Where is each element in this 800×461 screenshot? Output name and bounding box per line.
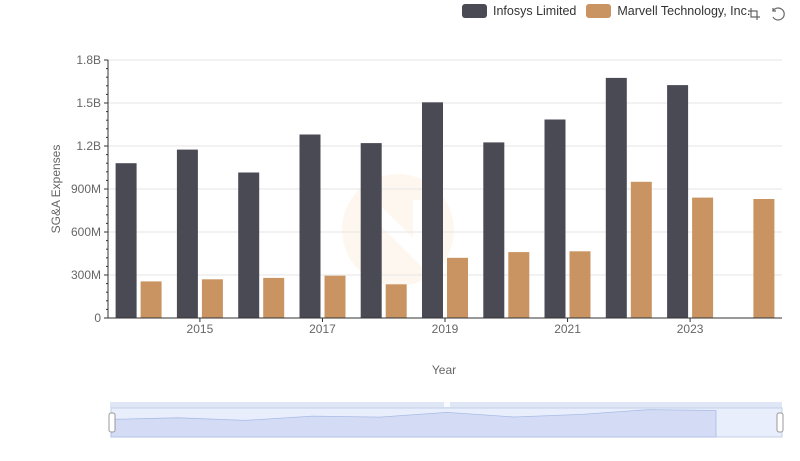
restore-icon[interactable] <box>770 6 786 22</box>
x-tick-label: 2015 <box>187 322 214 336</box>
y-tick-label: 0 <box>94 311 101 325</box>
x-tick-label: 2021 <box>554 322 581 336</box>
legend-label-infosys: Infosys Limited <box>493 4 577 18</box>
x-tick-labels: 2015 2017 2019 2021 2023 <box>187 318 704 336</box>
bar-marvell-2019[interactable] <box>447 257 468 318</box>
bar-marvell-2014[interactable] <box>140 281 162 318</box>
bar-marvell-2022[interactable] <box>630 181 652 318</box>
datazoom-slider[interactable] <box>108 402 784 438</box>
bar-marvell-2018[interactable] <box>385 284 407 318</box>
datazoom-preview-area <box>110 409 717 438</box>
legend-swatch-infosys <box>462 4 487 18</box>
x-axis-label: Year <box>432 363 456 377</box>
bar-infosys-2016[interactable] <box>238 172 260 319</box>
chart-legend: Infosys Limited Marvell Technology, Inc. <box>462 4 750 18</box>
y-tick-label: 600M <box>71 225 101 239</box>
x-tick-label: 2023 <box>677 322 704 336</box>
chart-toolbox <box>746 6 786 22</box>
bar-infosys-2014[interactable] <box>115 163 137 318</box>
datazoom-right-handle[interactable] <box>776 412 784 433</box>
datazoom-left-handle[interactable] <box>108 412 116 433</box>
legend-item-infosys[interactable]: Infosys Limited <box>462 4 576 18</box>
legend-label-marvell: Marvell Technology, Inc. <box>617 4 751 18</box>
bar-marvell-2021[interactable] <box>569 251 591 318</box>
bar-infosys-2017[interactable] <box>299 134 321 319</box>
legend-swatch-marvell <box>586 4 612 18</box>
x-tick-label: 2019 <box>432 322 459 336</box>
bar-infosys-2021[interactable] <box>544 119 566 319</box>
bar-marvell-2017[interactable] <box>324 275 346 318</box>
y-tick-label: 1.8B <box>76 53 101 67</box>
legend-item-marvell[interactable]: Marvell Technology, Inc. <box>586 4 750 18</box>
y-axis-label: SG&A Expenses <box>49 145 63 234</box>
y-tick-labels: 0 300M 600M 900M 1.2B 1.5B 1.8B <box>71 53 108 325</box>
bar-marvell-2015[interactable] <box>201 279 223 318</box>
bar-infosys-2023[interactable] <box>667 85 689 318</box>
bar-marvell-2020[interactable] <box>508 252 530 318</box>
bar-infosys-2015[interactable] <box>176 149 198 318</box>
y-tick-label: 1.2B <box>76 139 101 153</box>
bar-marvell-2016[interactable] <box>263 277 285 318</box>
bar-infosys-2019[interactable] <box>422 102 443 318</box>
zoom-icon[interactable] <box>746 6 762 22</box>
y-tick-label: 300M <box>71 268 101 282</box>
bar-infosys-2022[interactable] <box>605 77 627 319</box>
y-tick-label: 1.5B <box>76 96 101 110</box>
y-tick-label: 900M <box>71 182 101 196</box>
bar-infosys-2020[interactable] <box>483 142 505 318</box>
bar-marvell-2023[interactable] <box>692 197 714 318</box>
x-tick-label: 2017 <box>309 322 336 336</box>
bar-marvell-2024[interactable] <box>753 199 775 318</box>
bar-infosys-2018[interactable] <box>360 143 382 318</box>
datazoom-move-handle[interactable] <box>444 402 450 407</box>
chart-bars <box>115 77 775 319</box>
